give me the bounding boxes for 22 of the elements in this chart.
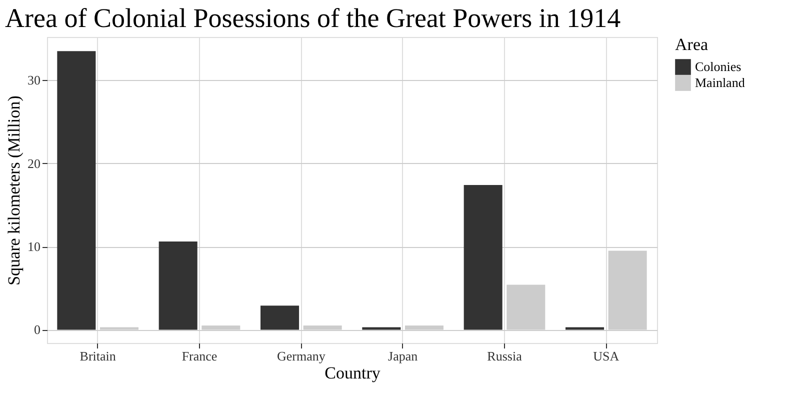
y-axis-title: Square kilometers (Million)	[4, 96, 24, 286]
y-tick-label: 10	[28, 239, 40, 254]
bar	[566, 327, 604, 330]
legend-title: Area	[675, 35, 708, 54]
bar	[260, 306, 300, 330]
bar	[57, 51, 96, 330]
x-tick-label: Germany	[276, 348, 326, 364]
legend-label: Mainland	[695, 75, 746, 90]
bar	[362, 327, 401, 330]
x-axis-title: Country	[324, 364, 381, 382]
x-tick-label: Britain	[80, 348, 116, 364]
x-tick-label: Russia	[487, 348, 522, 364]
y-tick-label: 0	[34, 322, 40, 338]
x-tick-label: France	[182, 348, 218, 364]
y-tick-label: 30	[28, 72, 40, 88]
y-tick-label: 20	[28, 156, 40, 171]
x-tick-label: USA	[593, 348, 620, 364]
legend-label: Colonies	[695, 59, 742, 74]
chart-title: Area of Colonial Posessions of the Great Powers in 1914	[5, 3, 622, 33]
bar	[464, 185, 502, 330]
x-tick-label: Japan	[388, 348, 418, 364]
bar	[158, 242, 198, 330]
